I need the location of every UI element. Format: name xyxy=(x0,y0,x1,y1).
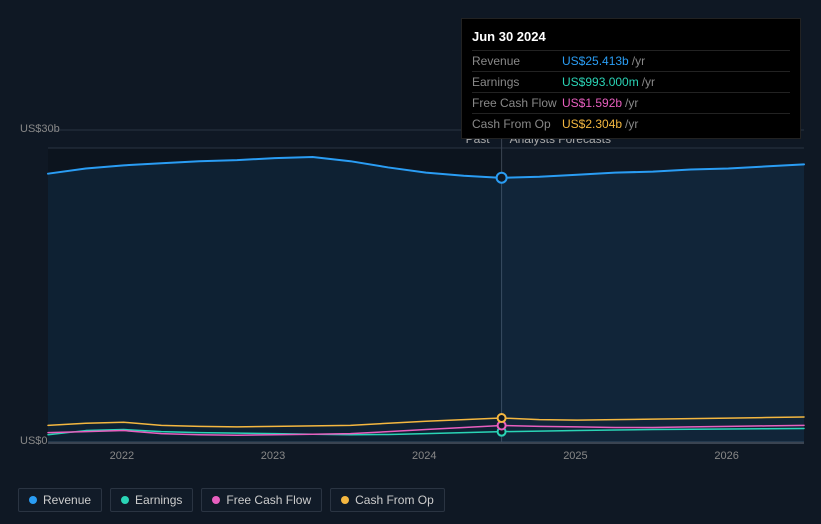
tooltip-value: US$1.592b xyxy=(562,96,622,110)
x-axis-label: 2023 xyxy=(261,450,285,462)
tooltip-label: Revenue xyxy=(472,54,562,68)
tooltip-row: Cash From OpUS$2.304b/yr xyxy=(472,113,790,134)
tooltip-unit: /yr xyxy=(625,96,638,110)
x-axis-label: 2024 xyxy=(412,450,436,462)
legend-label: Revenue xyxy=(43,493,91,507)
legend-label: Earnings xyxy=(135,493,182,507)
tooltip-value: US$25.413b xyxy=(562,54,629,68)
chart-tooltip: Jun 30 2024 RevenueUS$25.413b/yrEarnings… xyxy=(461,18,801,139)
tooltip-value: US$993.000m xyxy=(562,75,639,89)
legend-label: Cash From Op xyxy=(355,493,434,507)
chart-legend: Revenue Earnings Free Cash Flow Cash From O… xyxy=(18,488,445,512)
legend-item-earnings[interactable]: Earnings xyxy=(110,488,193,512)
tooltip-unit: /yr xyxy=(632,54,645,68)
legend-dot xyxy=(341,496,349,504)
legend-item-revenue[interactable]: Revenue xyxy=(18,488,102,512)
tooltip-row: Free Cash FlowUS$1.592b/yr xyxy=(472,92,790,113)
tooltip-unit: /yr xyxy=(642,75,655,89)
tooltip-row: EarningsUS$993.000m/yr xyxy=(472,71,790,92)
tooltip-label: Free Cash Flow xyxy=(472,96,562,110)
legend-dot xyxy=(121,496,129,504)
earnings-revenue-chart: US$0US$30b 20222023202420252026 Past Ana… xyxy=(0,0,821,524)
legend-dot xyxy=(29,496,37,504)
tooltip-date: Jun 30 2024 xyxy=(472,25,790,50)
y-axis-label: US$30b xyxy=(20,123,60,135)
y-axis-label: US$0 xyxy=(20,435,48,447)
tooltip-unit: /yr xyxy=(625,117,638,131)
tooltip-label: Earnings xyxy=(472,75,562,89)
legend-dot xyxy=(212,496,220,504)
legend-label: Free Cash Flow xyxy=(226,493,311,507)
x-axis-label: 2022 xyxy=(110,450,134,462)
x-axis-label: 2025 xyxy=(563,450,587,462)
tooltip-label: Cash From Op xyxy=(472,117,562,131)
tooltip-row: RevenueUS$25.413b/yr xyxy=(472,50,790,71)
x-axis-label: 2026 xyxy=(714,450,738,462)
legend-item-free-cash-flow[interactable]: Free Cash Flow xyxy=(201,488,322,512)
tooltip-value: US$2.304b xyxy=(562,117,622,131)
legend-item-cash-from-op[interactable]: Cash From Op xyxy=(330,488,445,512)
